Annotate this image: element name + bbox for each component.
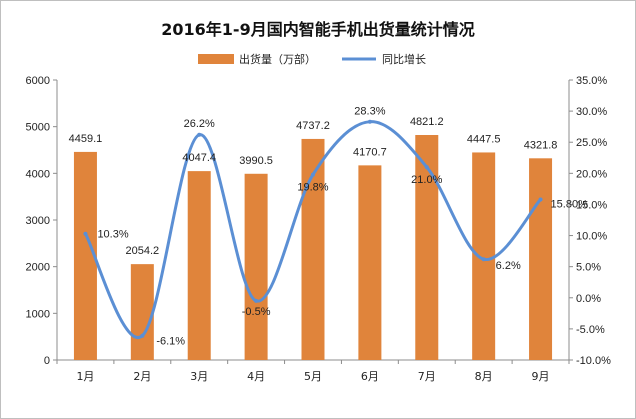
chart-title: 2016年1-9月国内智能手机出货量统计情况 — [161, 20, 474, 39]
bar-value-label: 2054.2 — [126, 245, 160, 257]
x-tick-label: 4月 — [247, 370, 265, 383]
legend-swatch-bar — [198, 54, 234, 64]
x-tick-label: 9月 — [532, 370, 550, 383]
right-tick-label: 25.0% — [576, 137, 607, 149]
line-value-label: 15.80% — [551, 198, 589, 210]
line-value-label: 28.3% — [354, 106, 385, 118]
line-value-label: 19.8% — [297, 182, 328, 194]
bar — [415, 135, 439, 360]
bar-value-label: 4821.2 — [410, 116, 444, 128]
line-point — [424, 165, 429, 170]
x-tick-label: 5月 — [304, 370, 322, 383]
x-tick-label: 2月 — [133, 370, 151, 383]
x-tick-label: 1月 — [76, 370, 94, 383]
left-tick-label: 2000 — [26, 262, 50, 274]
right-tick-label: 10.0% — [576, 231, 607, 243]
left-tick-label: 5000 — [26, 122, 50, 134]
legend-label-bar: 出货量（万部） — [239, 52, 316, 66]
bar-value-label: 4047.4 — [182, 152, 216, 164]
bar-value-label: 4170.7 — [353, 146, 387, 158]
legend: 出货量（万部） 同比增长 — [198, 52, 426, 66]
line-value-label: 26.2% — [184, 118, 215, 130]
line-point — [197, 132, 202, 137]
line-point — [311, 172, 315, 177]
data-labels: 4459.1 2054.2 4047.4 3990.5 4737.2 4170.7 4821… — [69, 106, 588, 348]
line-series — [83, 119, 543, 340]
x-tick-label: 8月 — [475, 370, 493, 383]
bar-value-label: 4459.1 — [69, 133, 103, 145]
right-tick-label: 0.0% — [576, 293, 601, 305]
bar — [358, 165, 382, 360]
left-tick-label: 1000 — [26, 308, 50, 320]
line-point — [83, 231, 88, 236]
line-point — [538, 197, 543, 202]
bar — [301, 138, 325, 360]
bar — [130, 264, 154, 360]
bar-value-label: 3990.5 — [239, 155, 273, 167]
growth-line — [84, 120, 542, 340]
left-tick-label: 4000 — [26, 168, 50, 180]
line-point — [481, 257, 486, 262]
right-tick-label: -5.0% — [576, 324, 605, 336]
legend-label-line: 同比增长 — [382, 52, 426, 66]
x-tick-label: 3月 — [190, 370, 208, 383]
right-tick-label: 30.0% — [576, 106, 607, 118]
line-point — [140, 333, 145, 338]
right-tick-label: 35.0% — [576, 75, 607, 87]
line-value-label: 10.3% — [97, 229, 128, 241]
bar — [187, 171, 211, 360]
bar-value-label: 4321.8 — [524, 139, 558, 151]
axes: 0 1000 2000 3000 4000 5000 6000 -10.0% -5.0% 0.0%… — [26, 75, 612, 383]
right-tick-label: 15.0% — [576, 199, 607, 211]
bar-value-label: 4447.5 — [467, 133, 501, 145]
line-point — [254, 298, 259, 303]
line-value-label: -6.1% — [156, 336, 185, 348]
line-point — [367, 119, 372, 124]
bar-series — [73, 135, 553, 360]
bar — [472, 152, 496, 360]
bar-value-label: 4737.2 — [296, 120, 330, 132]
right-tick-label: 20.0% — [576, 168, 607, 180]
bar — [244, 173, 268, 360]
line-value-label: -0.5% — [242, 306, 271, 318]
right-tick-label: 5.0% — [576, 262, 601, 274]
bar — [529, 158, 553, 360]
line-value-label: 21.0% — [411, 174, 442, 186]
bar — [73, 151, 97, 360]
left-tick-label: 0 — [44, 355, 50, 367]
line-value-label: 6.2% — [496, 260, 521, 272]
x-tick-label: 6月 — [361, 370, 379, 383]
x-tick-label: 7月 — [418, 370, 436, 383]
left-tick-label: 6000 — [26, 75, 50, 87]
left-tick-label: 3000 — [26, 215, 50, 227]
right-tick-label: -10.0% — [576, 355, 611, 367]
